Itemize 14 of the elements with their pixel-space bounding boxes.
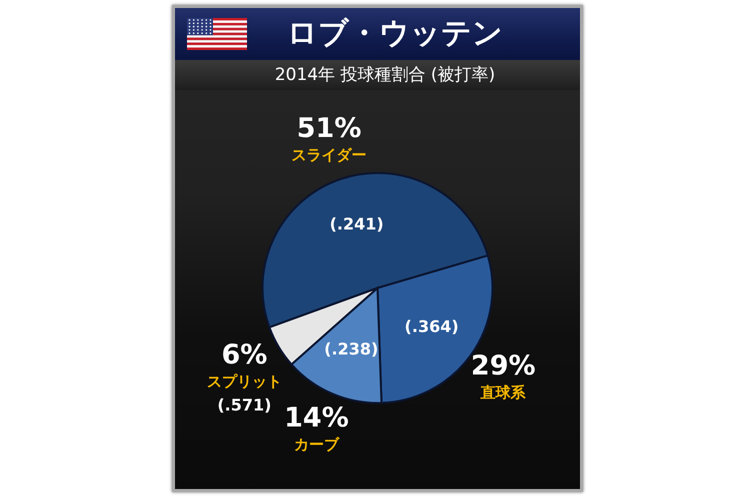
text: (.238) <box>324 339 378 358</box>
text: (.571) <box>217 395 272 414</box>
data-label: 14% <box>284 402 349 434</box>
text: (.364) <box>404 317 459 336</box>
slice-label: スプリット <box>206 372 282 390</box>
slice-label: スライダー <box>292 146 367 164</box>
chart-subtitle: 2014年 投球種割合 (被打率) <box>274 64 496 86</box>
chart-title: ロブ・ウッテン <box>286 15 504 53</box>
data-label: 6% <box>221 339 268 370</box>
text: (.241) <box>330 214 384 234</box>
data-label: 51% <box>296 112 362 144</box>
data-label: 29% <box>470 350 536 382</box>
slice-label: 直球系 <box>480 384 527 402</box>
slice-label: カーブ <box>294 435 340 454</box>
